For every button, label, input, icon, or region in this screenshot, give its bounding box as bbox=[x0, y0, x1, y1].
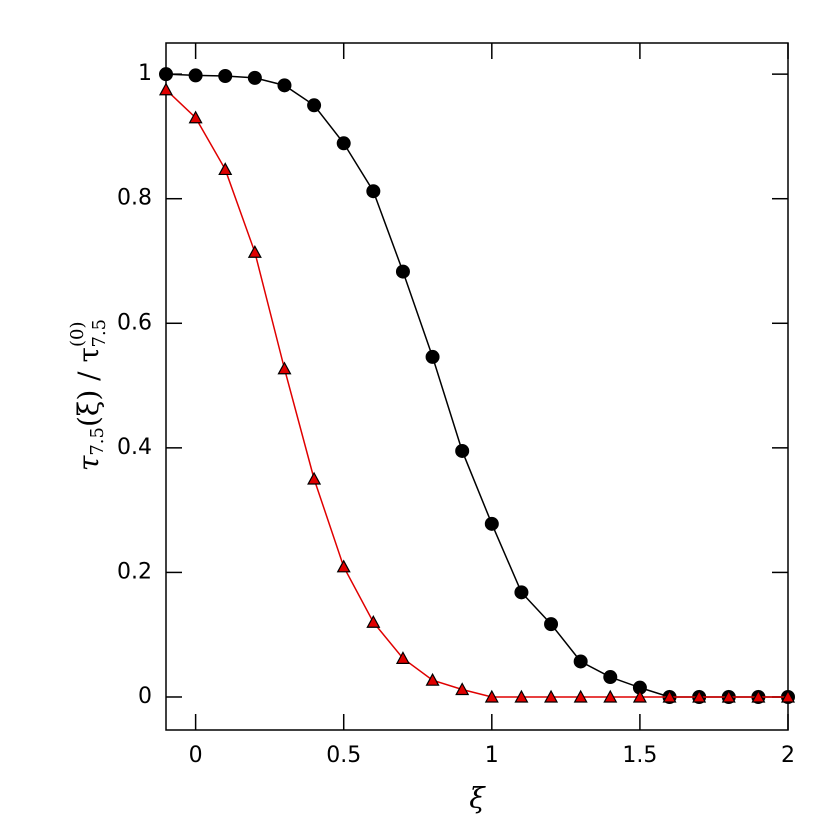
y-label-part: (ξ) / τ bbox=[72, 347, 105, 427]
point bbox=[544, 689, 559, 703]
series-line bbox=[165, 73, 788, 698]
plot-frame bbox=[165, 42, 789, 731]
y-label-part: (0) bbox=[67, 322, 88, 348]
x-tick-label: 1.5 bbox=[622, 743, 657, 768]
point bbox=[366, 184, 381, 199]
point bbox=[751, 689, 766, 703]
point bbox=[218, 69, 233, 84]
x-tick-label: 1 bbox=[485, 743, 499, 768]
point bbox=[544, 617, 559, 632]
point bbox=[395, 651, 410, 664]
y-label-part: τ bbox=[72, 455, 105, 471]
point bbox=[455, 443, 470, 458]
point bbox=[514, 585, 529, 600]
point bbox=[692, 689, 707, 703]
point bbox=[632, 689, 647, 703]
point bbox=[336, 559, 351, 573]
y-tick-label: 0.2 bbox=[117, 559, 152, 584]
y-label-part: 7.5 bbox=[87, 427, 108, 456]
point bbox=[336, 136, 351, 151]
y-axis-label: τ7.5(ξ) / τ(0)7.5 bbox=[67, 319, 110, 471]
point bbox=[484, 689, 499, 703]
x-tick-label: 0 bbox=[189, 743, 203, 768]
point bbox=[218, 162, 233, 176]
x-axis-label: ξ bbox=[469, 782, 486, 815]
point bbox=[277, 361, 292, 375]
point bbox=[455, 682, 470, 696]
y-tick-label: 0.4 bbox=[117, 435, 152, 460]
point bbox=[307, 98, 322, 113]
y-tick-label: 0.8 bbox=[117, 186, 152, 211]
point bbox=[603, 689, 618, 703]
point bbox=[780, 689, 796, 703]
point bbox=[158, 82, 174, 96]
y-tick-label: 0 bbox=[138, 684, 152, 709]
series-line bbox=[165, 89, 788, 698]
point bbox=[721, 689, 736, 703]
point bbox=[307, 471, 322, 485]
x-tick-label: 2 bbox=[781, 743, 795, 768]
point bbox=[425, 349, 440, 364]
y-tick-label: 1 bbox=[138, 61, 152, 86]
point bbox=[188, 110, 203, 124]
point bbox=[484, 516, 499, 531]
point bbox=[277, 78, 292, 93]
y-tick-label: 0.6 bbox=[117, 310, 152, 335]
y-label-part: 7.5 bbox=[89, 319, 110, 348]
point bbox=[159, 67, 173, 82]
point bbox=[573, 654, 588, 669]
x-tick-label: 0.5 bbox=[326, 743, 361, 768]
point bbox=[662, 689, 677, 703]
point bbox=[514, 689, 529, 703]
point bbox=[366, 614, 381, 628]
point bbox=[188, 68, 203, 83]
point bbox=[603, 670, 618, 685]
point bbox=[573, 689, 588, 703]
point bbox=[247, 70, 262, 85]
point bbox=[425, 672, 440, 686]
point bbox=[247, 245, 262, 258]
point bbox=[395, 264, 410, 279]
